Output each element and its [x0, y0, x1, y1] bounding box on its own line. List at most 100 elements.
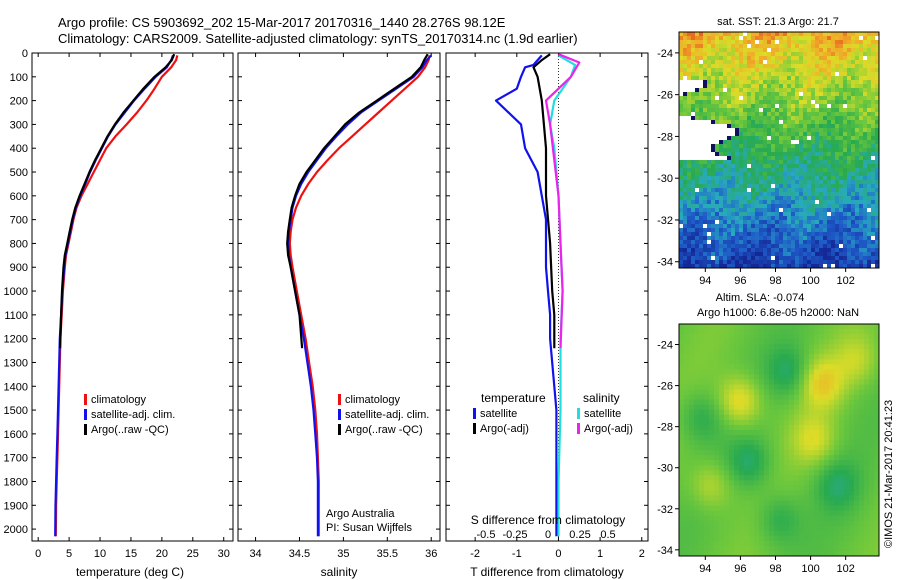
sst-cell — [859, 52, 864, 57]
sst-cell — [831, 76, 836, 81]
sst-cell — [859, 64, 864, 69]
sst-cell — [699, 204, 704, 209]
sst-cell — [803, 172, 808, 177]
sst-cell — [711, 224, 716, 229]
sst-cell — [739, 220, 744, 225]
sla-cell — [809, 480, 815, 486]
sla-cell — [874, 344, 879, 350]
sst-cell — [747, 172, 752, 177]
sst-cell — [723, 212, 728, 217]
sst-cell — [779, 172, 784, 177]
sst-cell — [707, 156, 712, 161]
sst-cell — [839, 128, 844, 133]
sst-cell — [727, 76, 732, 81]
sla-cell — [809, 424, 815, 431]
sst-cell — [743, 188, 748, 193]
sla-cell — [739, 409, 745, 416]
sla-cell — [834, 520, 840, 527]
sst-cell — [735, 136, 740, 141]
sst-cell — [763, 232, 768, 237]
sst-cell — [807, 52, 812, 57]
sst-cell — [875, 208, 879, 213]
sst-cell — [719, 208, 724, 213]
sst-cell — [679, 244, 684, 249]
sst-cell — [691, 180, 696, 185]
sla-cell — [859, 445, 865, 451]
sst-cell — [735, 100, 740, 105]
sst-cell — [875, 52, 879, 57]
sst-cell — [847, 128, 852, 133]
sla-cell — [764, 480, 770, 486]
sla-cell — [709, 475, 715, 481]
sst-cell — [807, 196, 812, 201]
sla-cell — [874, 394, 879, 401]
sst-cell — [823, 192, 828, 197]
sla-cell — [774, 485, 780, 491]
sst-cell — [787, 132, 792, 137]
sla-cell — [734, 475, 740, 481]
sla-cell — [724, 445, 730, 451]
sst-cell — [863, 148, 868, 153]
sla-cell — [849, 389, 855, 396]
sst-cell — [767, 40, 772, 45]
sst-cell — [843, 212, 848, 217]
sla-cell — [819, 424, 825, 431]
sst-cell — [715, 160, 720, 165]
sla-cell — [754, 364, 760, 370]
sla-cell — [729, 480, 735, 486]
sla-cell — [824, 414, 830, 421]
sla-cell — [834, 359, 840, 365]
sst-cell — [803, 144, 808, 149]
sst-cell — [799, 116, 804, 121]
sla-cell — [854, 455, 860, 461]
sla-cell — [814, 434, 820, 441]
sst-cell — [751, 152, 756, 157]
sla-cell — [774, 480, 780, 486]
sst-cell — [723, 192, 728, 197]
sla-cell — [719, 485, 725, 491]
sla-cell — [734, 505, 740, 512]
sla-cell — [694, 414, 700, 421]
sst-cell — [823, 240, 828, 245]
sla-cell — [764, 455, 770, 461]
sst-cell — [755, 52, 760, 57]
sla-cell — [764, 414, 770, 421]
sst-cell — [863, 40, 868, 45]
sst-cell — [707, 64, 712, 69]
sla-cell — [809, 349, 815, 355]
sst-cell — [715, 172, 720, 177]
sst-cell — [875, 244, 879, 249]
sla-cell — [814, 414, 820, 421]
sst-cell — [831, 132, 836, 137]
sst-cell — [767, 104, 772, 109]
sst-cell — [827, 60, 832, 65]
sst-cell — [847, 224, 852, 229]
sst-cell — [699, 216, 704, 221]
sst-cell — [703, 196, 708, 201]
sst-cell — [763, 264, 768, 268]
sla-cell — [704, 354, 710, 360]
sst-cell — [859, 148, 864, 153]
sla-cell — [839, 480, 845, 486]
sst-cell — [747, 152, 752, 157]
sst-cell — [799, 252, 804, 257]
sla-cell — [839, 485, 845, 491]
sst-cell — [775, 160, 780, 165]
sst-cell — [683, 104, 688, 109]
sla-cell — [724, 429, 730, 436]
sst-cell — [719, 124, 724, 129]
sst-cell — [803, 152, 808, 157]
sla-cell — [799, 404, 805, 411]
sst-cell — [795, 264, 800, 268]
sst-cell — [787, 244, 792, 249]
sla-cell — [754, 440, 760, 446]
sst-cell — [867, 244, 872, 249]
sla-cell — [859, 440, 865, 446]
sla-cell — [809, 409, 815, 416]
sla-cell — [874, 424, 879, 431]
sst-cell — [795, 48, 800, 53]
sst-cell — [679, 212, 684, 217]
sla-cell — [679, 515, 685, 522]
sst-cell — [795, 104, 800, 109]
sla-cell — [739, 505, 745, 512]
